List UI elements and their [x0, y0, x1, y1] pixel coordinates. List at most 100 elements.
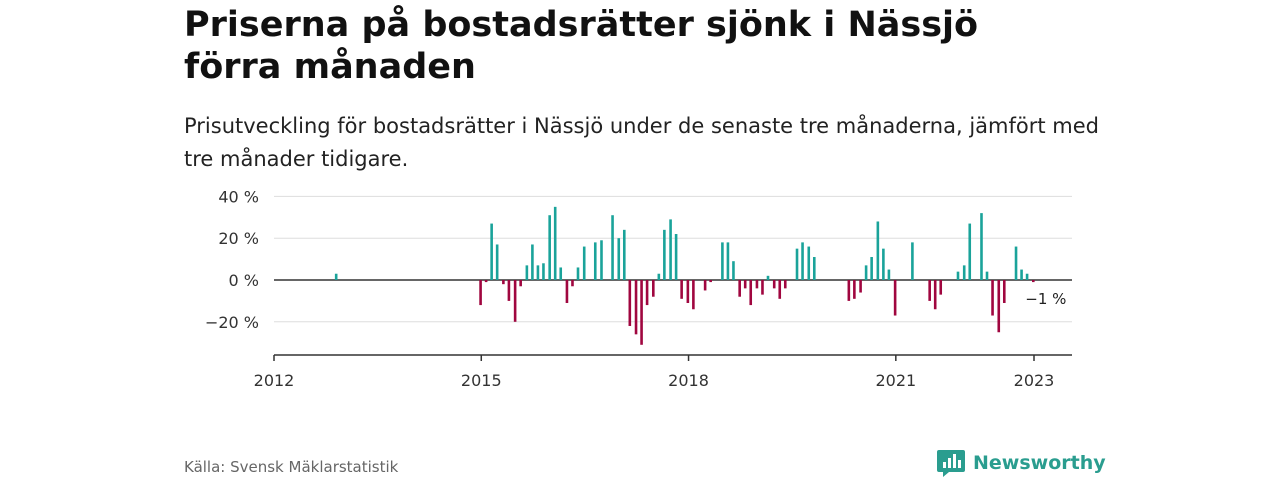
- bar: [622, 229, 626, 280]
- bar: [548, 215, 551, 280]
- gridlines: [274, 195, 1072, 323]
- bar: [495, 244, 499, 280]
- newsworthy-logo-icon: [937, 450, 965, 477]
- bar: [749, 280, 753, 306]
- bar: [991, 280, 994, 316]
- last-value-label: −1 %: [1025, 290, 1066, 308]
- bar: [709, 280, 712, 283]
- bar: [674, 234, 678, 280]
- x-axis-ticks: 2012 2015 2018 2021 2023: [254, 355, 1055, 390]
- bar: [334, 273, 338, 280]
- bar: [864, 265, 868, 280]
- bar: [721, 242, 724, 280]
- bar: [997, 280, 1001, 333]
- bar: [519, 280, 522, 287]
- bar: [640, 280, 643, 345]
- bar: [531, 244, 534, 280]
- bar: [738, 280, 741, 297]
- chart-subtitle: Prisutveckling för bostadsrätter i Nässj…: [184, 114, 1099, 171]
- bar: [680, 280, 683, 299]
- bar: [553, 206, 557, 280]
- y-axis-ticks: 40 % 20 % 0 % −20 %: [205, 187, 259, 331]
- bar: [513, 280, 517, 322]
- bar: [657, 273, 661, 280]
- bar: [559, 267, 563, 280]
- source-note: Källa: Svensk Mäklarstatistik: [184, 458, 399, 476]
- bar: [985, 271, 989, 280]
- bar: [565, 280, 569, 303]
- bar: [1032, 280, 1035, 283]
- bar: [870, 257, 873, 280]
- bar: [571, 280, 574, 287]
- bar: [479, 280, 482, 306]
- bar: [962, 265, 966, 280]
- bar: [980, 213, 983, 280]
- bar: [859, 280, 862, 293]
- bar: [1014, 246, 1018, 280]
- bar: [893, 280, 897, 316]
- bar: [611, 215, 614, 280]
- y-tick-label: 0 %: [229, 271, 259, 290]
- bar: [755, 280, 759, 289]
- bar: [582, 246, 586, 280]
- bar: [490, 223, 493, 280]
- bar: [628, 280, 632, 326]
- bar: [536, 265, 540, 280]
- bar: [542, 263, 545, 280]
- bar: [600, 240, 603, 280]
- x-tick-label: 2021: [875, 371, 916, 390]
- bar: [726, 242, 730, 280]
- y-tick-label: 40 %: [218, 187, 259, 206]
- bar: [686, 280, 690, 303]
- brand-logo: Newsworthy: [937, 448, 1106, 478]
- bar: [576, 267, 580, 280]
- bar: [1002, 280, 1006, 303]
- x-tick-label: 2012: [254, 371, 295, 390]
- bar: [783, 280, 787, 289]
- bar: [939, 280, 943, 295]
- bar: [634, 280, 638, 335]
- bar: [801, 242, 804, 280]
- brand-name: Newsworthy: [973, 452, 1106, 474]
- bar: [1020, 269, 1023, 280]
- bar: [847, 280, 851, 301]
- bars: [334, 206, 1035, 345]
- y-tick-label: −20 %: [205, 313, 259, 332]
- bar: [732, 261, 735, 280]
- y-tick-label: 20 %: [218, 229, 259, 248]
- bar: [502, 280, 505, 285]
- bar: [882, 248, 885, 280]
- bar: [525, 265, 529, 280]
- bar: [778, 280, 782, 299]
- bar: [911, 242, 914, 280]
- bar: [703, 280, 707, 291]
- bar: [1025, 273, 1029, 280]
- bar: [652, 280, 655, 297]
- bar: [876, 221, 880, 280]
- bar: [663, 229, 666, 280]
- bar: [593, 242, 597, 280]
- bar: [968, 223, 972, 280]
- bar: [853, 280, 856, 299]
- bar: [812, 257, 816, 280]
- bar: [933, 280, 937, 310]
- bar: [795, 248, 799, 280]
- x-tick-label: 2023: [1014, 371, 1055, 390]
- x-tick-label: 2018: [668, 371, 709, 390]
- bar: [617, 238, 621, 280]
- chart-title: Priserna på bostadsrätter sjönk i Nässjö…: [184, 5, 979, 87]
- bar: [772, 280, 776, 289]
- bar: [928, 280, 931, 301]
- bar: [887, 269, 891, 280]
- bar: [743, 280, 747, 289]
- bar: [956, 271, 960, 280]
- bar: [766, 275, 770, 280]
- bar: [645, 280, 649, 306]
- bar: [761, 280, 764, 295]
- bar: [507, 280, 511, 301]
- bar: [692, 280, 695, 310]
- x-tick-label: 2015: [461, 371, 502, 390]
- bar: [807, 246, 811, 280]
- bar: [484, 280, 488, 283]
